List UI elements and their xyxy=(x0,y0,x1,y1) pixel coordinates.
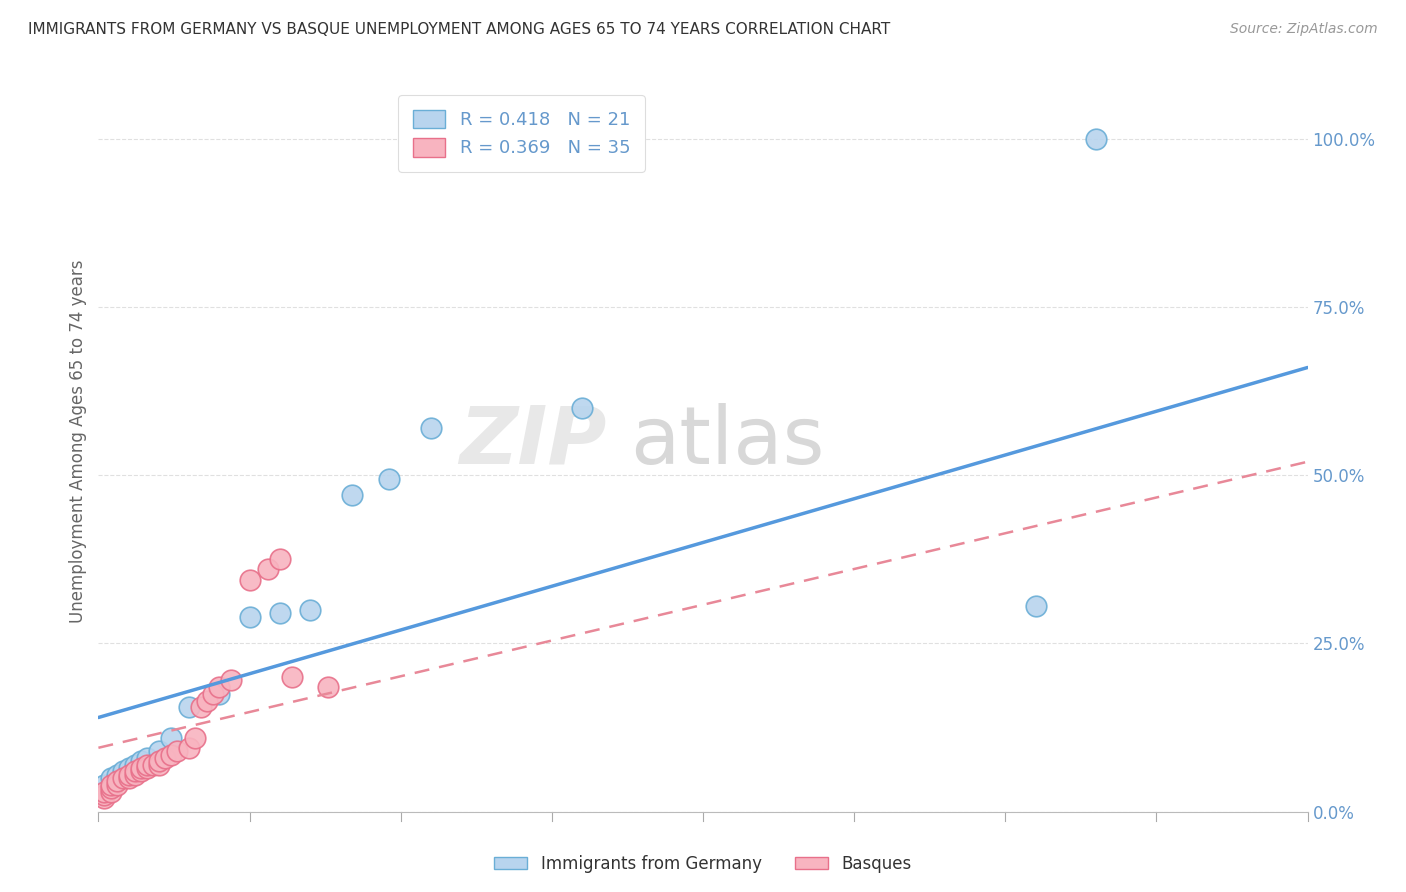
Point xyxy=(148,757,170,772)
Point xyxy=(100,771,122,785)
Point xyxy=(129,764,152,779)
Point xyxy=(281,670,304,684)
Point xyxy=(142,757,165,772)
Point xyxy=(202,687,225,701)
Point xyxy=(100,784,122,798)
Text: IMMIGRANTS FROM GERMANY VS BASQUE UNEMPLOYMENT AMONG AGES 65 TO 74 YEARS CORRELA: IMMIGRANTS FROM GERMANY VS BASQUE UNEMPL… xyxy=(28,22,890,37)
Point xyxy=(93,791,115,805)
Point xyxy=(93,778,115,792)
Point xyxy=(105,774,128,789)
Point xyxy=(208,687,231,701)
Point xyxy=(135,761,157,775)
Point xyxy=(111,771,134,785)
Point xyxy=(377,472,399,486)
Point xyxy=(124,767,146,781)
Text: Source: ZipAtlas.com: Source: ZipAtlas.com xyxy=(1230,22,1378,37)
Y-axis label: Unemployment Among Ages 65 to 74 years: Unemployment Among Ages 65 to 74 years xyxy=(69,260,87,624)
Point xyxy=(135,751,157,765)
Legend: R = 0.418   N = 21, R = 0.369   N = 35: R = 0.418 N = 21, R = 0.369 N = 35 xyxy=(398,95,645,172)
Point xyxy=(148,754,170,768)
Text: ZIP: ZIP xyxy=(458,402,606,481)
Point xyxy=(118,771,141,785)
Point xyxy=(239,609,262,624)
Point xyxy=(184,731,207,745)
Point xyxy=(190,700,212,714)
Point xyxy=(221,673,243,688)
Point xyxy=(135,757,157,772)
Point xyxy=(124,764,146,779)
Point xyxy=(129,754,152,768)
Point xyxy=(316,680,339,694)
Point xyxy=(111,764,134,779)
Point xyxy=(100,781,122,796)
Point xyxy=(160,747,183,762)
Point xyxy=(160,731,183,745)
Point xyxy=(256,562,278,576)
Point xyxy=(93,788,115,802)
Point xyxy=(269,606,291,620)
Legend: Immigrants from Germany, Basques: Immigrants from Germany, Basques xyxy=(488,848,918,880)
Point xyxy=(342,488,364,502)
Point xyxy=(1085,131,1108,145)
Point xyxy=(100,778,122,792)
Point xyxy=(239,573,262,587)
Point xyxy=(93,784,115,798)
Point xyxy=(105,778,128,792)
Point xyxy=(118,767,141,781)
Point xyxy=(420,421,443,435)
Point xyxy=(124,757,146,772)
Text: atlas: atlas xyxy=(630,402,825,481)
Point xyxy=(299,603,322,617)
Point xyxy=(571,401,593,415)
Point xyxy=(179,700,201,714)
Point xyxy=(269,552,291,566)
Point xyxy=(129,761,152,775)
Point xyxy=(179,740,201,755)
Point xyxy=(153,751,176,765)
Point xyxy=(118,761,141,775)
Point xyxy=(195,694,218,708)
Point xyxy=(148,744,170,758)
Point xyxy=(105,767,128,781)
Point xyxy=(208,680,231,694)
Point xyxy=(1024,599,1046,614)
Point xyxy=(166,744,188,758)
